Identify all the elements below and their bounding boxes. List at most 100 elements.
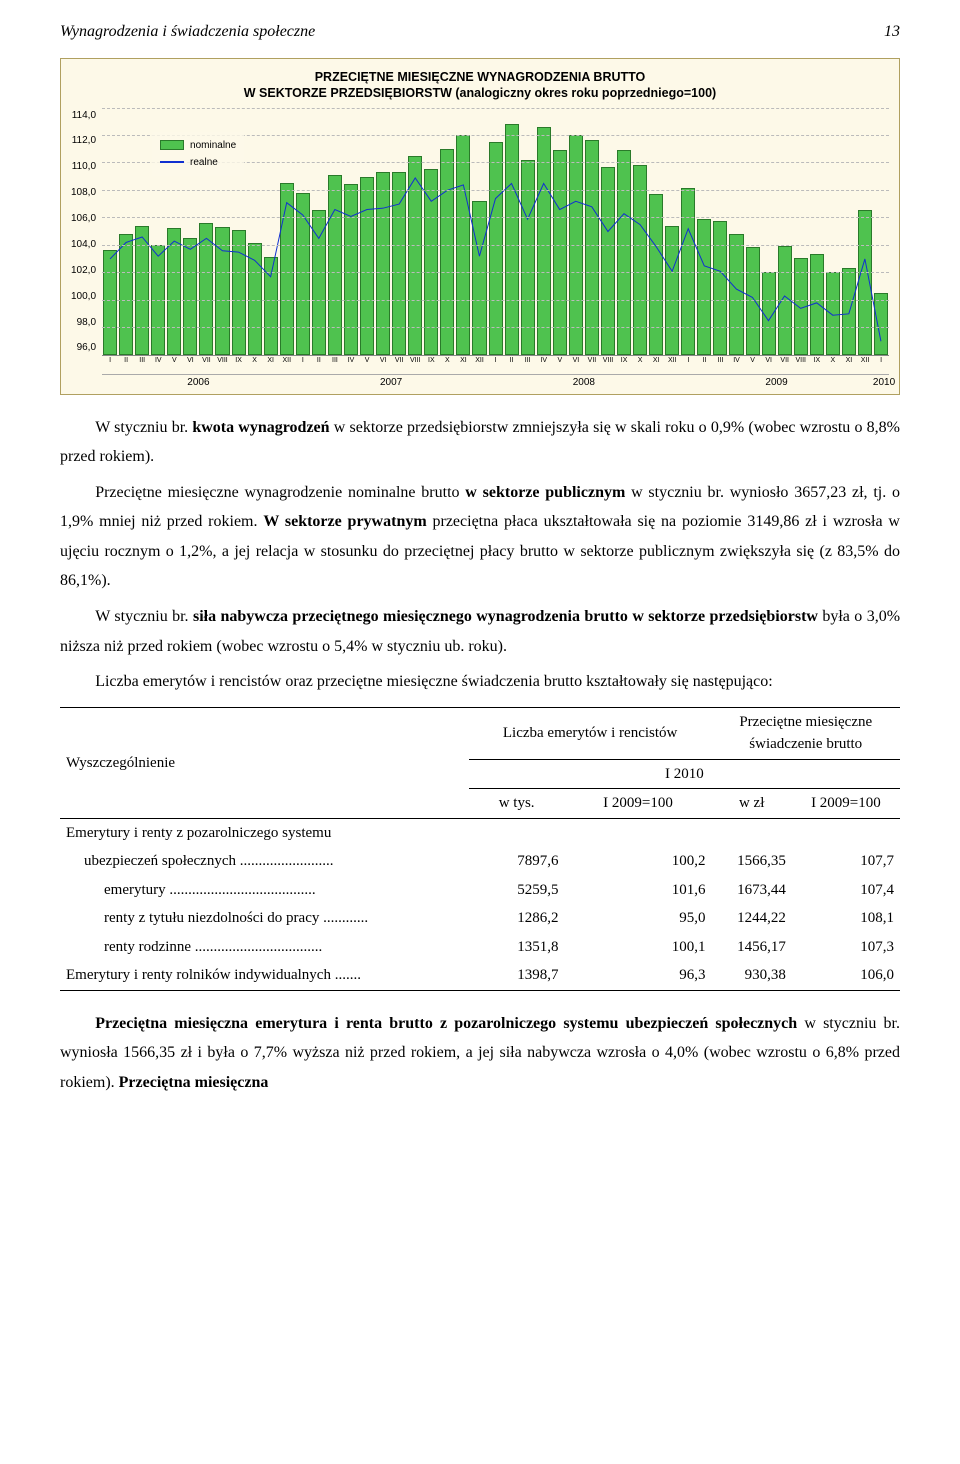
bar <box>762 272 776 354</box>
bar <box>810 254 824 354</box>
table-row: emerytury ..............................… <box>60 876 900 905</box>
bar <box>585 140 599 354</box>
para-4: Liczba emerytów i rencistów oraz przecię… <box>60 667 900 697</box>
bar <box>232 230 246 355</box>
x-tick: VII <box>777 356 793 370</box>
page-header: Wynagrodzenia i świadczenia społeczne 13 <box>60 20 900 44</box>
x-tick: IX <box>231 356 247 370</box>
bar <box>553 150 567 354</box>
y-tick: 110,0 <box>72 159 96 174</box>
table-row: ubezpieczeń społecznych ................… <box>60 847 900 876</box>
th-idx1: I 2009=100 <box>565 789 712 819</box>
row-label: emerytury ..............................… <box>60 876 469 905</box>
th-benefit: Przeciętne miesięczne świadczenie brutto <box>711 707 900 759</box>
x-tick: XII <box>664 356 680 370</box>
header-title: Wynagrodzenia i świadczenia społeczne <box>60 20 315 44</box>
header-page: 13 <box>884 20 900 44</box>
chart-body: 114,0112,0110,0108,0106,0104,0102,0100,0… <box>71 108 889 388</box>
bar <box>280 183 294 355</box>
x-tick: XII <box>279 356 295 370</box>
year-label: 2008 <box>487 374 680 388</box>
cell: 108,1 <box>792 904 900 933</box>
bar <box>537 127 551 355</box>
year-label: 2009 <box>680 374 873 388</box>
table-row: renty rodzinne .........................… <box>60 933 900 962</box>
cell: 1566,35 <box>711 847 791 876</box>
legend-real: realne <box>160 155 236 170</box>
x-tick: X <box>439 356 455 370</box>
th-thous: w tys. <box>469 789 565 819</box>
x-tick: VIII <box>407 356 423 370</box>
bar <box>617 150 631 354</box>
x-tick: X <box>247 356 263 370</box>
cell: 1286,2 <box>469 904 565 933</box>
cell: 5259,5 <box>469 876 565 905</box>
x-tick: VIII <box>600 356 616 370</box>
x-tick: VI <box>568 356 584 370</box>
x-tick: VIII <box>214 356 230 370</box>
x-tick: V <box>359 356 375 370</box>
x-tick: IV <box>150 356 166 370</box>
x-tick: IX <box>423 356 439 370</box>
bar <box>103 250 117 354</box>
x-tick: I <box>295 356 311 370</box>
x-tick: VIII <box>793 356 809 370</box>
bar <box>215 227 229 355</box>
x-tick: VII <box>198 356 214 370</box>
x-tick: XI <box>263 356 279 370</box>
row-label: ubezpieczeń społecznych ................… <box>60 847 469 876</box>
bar <box>729 234 743 355</box>
x-tick: V <box>552 356 568 370</box>
y-axis: 114,0112,0110,0108,0106,0104,0102,0100,0… <box>71 108 102 388</box>
table-row: Emerytury i renty z pozarolniczego syste… <box>60 818 900 847</box>
x-tick: IX <box>616 356 632 370</box>
bar <box>826 272 840 354</box>
x-tick: IV <box>343 356 359 370</box>
bar <box>119 234 133 355</box>
legend-nominal: nominalne <box>160 138 236 153</box>
y-tick: 96,0 <box>77 340 96 355</box>
cell: 107,7 <box>792 847 900 876</box>
th-period: I 2010 <box>469 759 900 789</box>
cell: 1673,44 <box>711 876 791 905</box>
bar <box>472 201 486 355</box>
x-tick: XI <box>455 356 471 370</box>
x-tick: VI <box>761 356 777 370</box>
cell: 1244,22 <box>711 904 791 933</box>
y-tick: 106,0 <box>71 211 96 226</box>
plot-area: IIIIIIIVVVIVIIVIIIIXXXIXIIIIIIIIIVVVIVII… <box>102 108 889 388</box>
y-tick: 98,0 <box>77 315 96 330</box>
x-tick: VI <box>375 356 391 370</box>
x-tick: XII <box>857 356 873 370</box>
x-tick: I <box>102 356 118 370</box>
x-axis-years: 20062007200820092010 <box>102 374 889 388</box>
bar <box>440 149 454 355</box>
bar <box>874 293 888 355</box>
th-zl: w zł <box>711 789 791 819</box>
bar <box>713 221 727 354</box>
bar <box>858 210 872 354</box>
x-tick: IX <box>809 356 825 370</box>
cell: 930,38 <box>711 961 791 990</box>
para-2: Przeciętne miesięczne wynagrodzenie nomi… <box>60 478 900 596</box>
x-tick: II <box>504 356 520 370</box>
x-tick: II <box>118 356 134 370</box>
benefits-table: Wyszczególnienie Liczba emerytów i renci… <box>60 707 900 991</box>
wage-chart: PRZECIĘTNE MIESIĘCZNE WYNAGRODZENIA BRUT… <box>60 58 900 395</box>
cell: 100,2 <box>565 847 712 876</box>
year-label: 2006 <box>102 374 295 388</box>
cell: 106,0 <box>792 961 900 990</box>
y-tick: 102,0 <box>71 263 96 278</box>
x-tick: III <box>327 356 343 370</box>
th-count: Liczba emerytów i rencistów <box>469 707 712 759</box>
bar <box>199 223 213 355</box>
bar <box>505 124 519 355</box>
x-tick: II <box>311 356 327 370</box>
x-axis-months: IIIIIIIVVVIVIIVIIIIXXXIXIIIIIIIIIVVVIVII… <box>102 356 889 370</box>
para-5: Przeciętna miesięczna emerytura i renta … <box>60 1009 900 1098</box>
cell: 7897,6 <box>469 847 565 876</box>
x-tick: III <box>712 356 728 370</box>
bar <box>746 247 760 354</box>
x-tick: X <box>825 356 841 370</box>
para-3: W styczniu br. siła nabywcza przeciętneg… <box>60 602 900 661</box>
